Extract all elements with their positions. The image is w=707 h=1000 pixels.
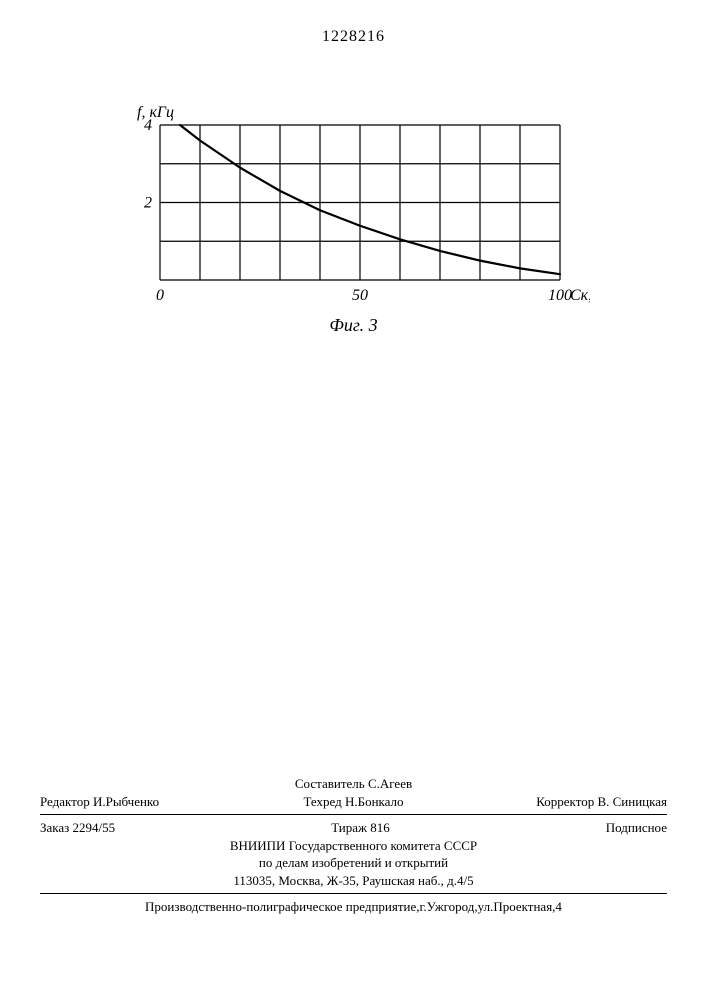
svg-text:f, кГц: f, кГц bbox=[137, 104, 174, 121]
order: Заказ 2294/55 bbox=[40, 819, 115, 837]
org-line-1: ВНИИПИ Государственного комитета СССР bbox=[40, 837, 667, 855]
divider-1 bbox=[40, 814, 667, 815]
chart-figure: f, кГц 2 4 0 50 100Cк, пФ bbox=[120, 100, 590, 320]
svg-text:2: 2 bbox=[144, 195, 152, 212]
svg-text:4: 4 bbox=[144, 117, 152, 134]
svg-text:Cк, пФ: Cк, пФ bbox=[570, 287, 590, 304]
address-line: 113035, Москва, Ж-35, Раушская наб., д.4… bbox=[40, 872, 667, 890]
producer-line: Производственно-полиграфическое предприя… bbox=[40, 898, 667, 916]
tech: Техред Н.Бонкало bbox=[249, 793, 458, 811]
divider-2 bbox=[40, 893, 667, 894]
org-line-2: по делам изобретений и открытий bbox=[40, 854, 667, 872]
svg-text:100: 100 bbox=[548, 287, 572, 304]
footer-block: Составитель С.Агеев Редактор И.Рыбченко … bbox=[40, 775, 667, 916]
corrector: Корректор В. Синицкая bbox=[458, 793, 667, 811]
tirazh: Тираж 816 bbox=[331, 819, 390, 837]
chart-svg: f, кГц 2 4 0 50 100Cк, пФ bbox=[120, 100, 590, 320]
svg-text:0: 0 bbox=[156, 287, 164, 304]
editor: Редактор И.Рыбченко bbox=[40, 793, 249, 811]
svg-text:50: 50 bbox=[352, 287, 368, 304]
figure-caption: Фиг. 3 bbox=[0, 315, 707, 336]
podpisnoe: Подписное bbox=[606, 819, 667, 837]
document-number: 1228216 bbox=[0, 28, 707, 46]
compiler-line: Составитель С.Агеев bbox=[40, 775, 667, 793]
